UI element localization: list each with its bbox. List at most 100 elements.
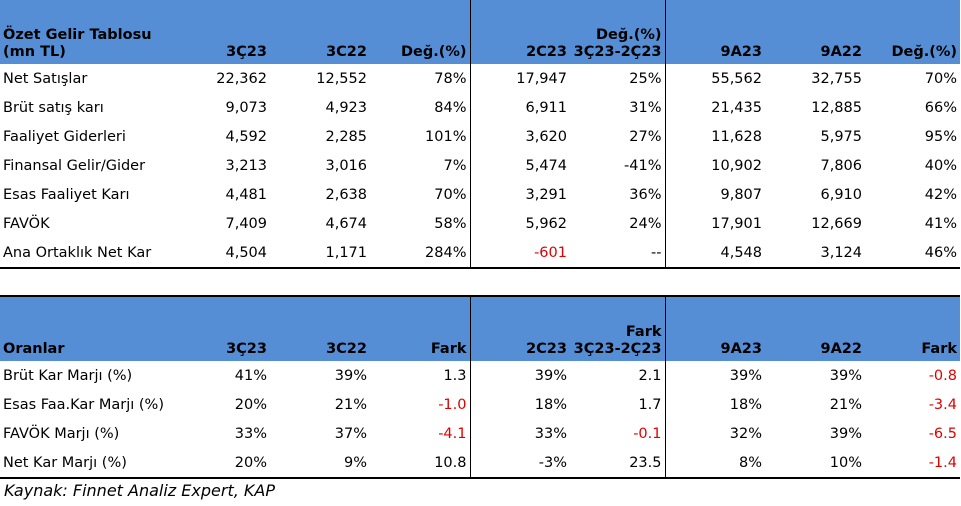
income-cell: 55,562	[664, 64, 765, 93]
ratio-cell: -3%	[469, 448, 570, 479]
ratio-cell: 10.8	[370, 448, 470, 479]
income-cell: 27%	[629, 128, 662, 145]
ratio-cell: 20%	[170, 448, 270, 479]
ratio-cell: 41%	[234, 367, 267, 384]
income-cell: 36%	[629, 186, 662, 203]
income-row-label: Brüt satış karı	[3, 99, 104, 116]
ratio-cell: 8%	[664, 448, 765, 479]
income-cell: --	[570, 238, 665, 269]
income-cell: 2,285	[325, 128, 367, 145]
income-cell: 42%	[924, 186, 957, 203]
income-cell: -601	[469, 238, 570, 269]
income-cell: 9,807	[664, 180, 765, 209]
income-cell: 4,504	[170, 238, 270, 269]
ratio-cell: 37%	[334, 425, 367, 442]
income-col-yoy: Değ.(%)	[400, 44, 467, 60]
income-cell: 3,620	[469, 122, 570, 151]
income-cell: 95%	[924, 128, 957, 145]
income-col-3q22: 3C22	[326, 44, 367, 60]
ratio-cell: 39%	[829, 367, 862, 384]
income-row: Net Satışlar 22,362 12,552 78% 17,947 25% 55,5…	[0, 64, 960, 93]
ratios-header-row: Oranlar 3Ç23 3C22 Fark 2C23 Fark 3Ç23-2Ç…	[0, 295, 960, 361]
ratio-cell: 10%	[765, 448, 865, 479]
income-body: Net Satışlar 22,362 12,552 78% 17,947 25% 55,5…	[0, 64, 960, 269]
ratios-body: Brüt Kar Marjı (%) 41% 39% 1.3 39% 2.1 39% 39% -…	[0, 361, 960, 479]
ratio-cell: 18%	[664, 390, 765, 419]
ratio-cell: 2.1	[638, 367, 662, 384]
income-cell: 70%	[434, 186, 467, 203]
income-cell: 58%	[434, 215, 467, 232]
income-cell: 78%	[434, 70, 467, 87]
ratios-col-qoq-line2: 3Ç23-2Ç23	[573, 341, 662, 357]
income-cell: 21,435	[664, 93, 765, 122]
ratios-col-3q23: 3Ç23	[170, 295, 270, 361]
ratios-title: Oranlar	[0, 295, 170, 361]
income-cell: 7%	[443, 157, 467, 174]
income-col-9m23: 9A23	[664, 0, 765, 64]
income-cell: 46%	[865, 238, 960, 269]
income-header-row: Özet Gelir Tablosu (mn TL) 3Ç23 3C22 Değ…	[0, 0, 960, 64]
income-cell: 84%	[434, 99, 467, 116]
ratio-cell: 1.3	[443, 367, 467, 384]
ratio-cell: 33%	[234, 425, 267, 442]
ratio-cell: -4.1	[438, 425, 467, 442]
income-cell: 32,755	[811, 70, 862, 87]
income-row-label: Ana Ortaklık Net Kar	[0, 238, 170, 269]
income-cell: 6,911	[469, 93, 570, 122]
ratio-cell: 20%	[234, 396, 267, 413]
income-title: Özet Gelir Tablosu (mn TL)	[0, 0, 170, 64]
income-cell: 40%	[924, 157, 957, 174]
ratio-cell: 1.7	[638, 396, 662, 413]
ratio-cell: -1.0	[438, 396, 467, 413]
income-col-9m-yoy: Değ.(%)	[891, 44, 957, 60]
ratio-cell: 21%	[829, 396, 862, 413]
income-cell: 5,975	[820, 128, 862, 145]
income-cell: 17,901	[664, 209, 765, 238]
ratio-cell: 18%	[469, 390, 570, 419]
income-col-2q23: 2C23	[469, 0, 570, 64]
ratio-row-label: Brüt Kar Marjı (%)	[3, 367, 133, 384]
income-row: FAVÖK 7,409 4,674 58% 5,962 24% 17,901 12,669 41…	[0, 209, 960, 238]
ratio-cell: -1.4	[865, 448, 960, 479]
income-title-line2: (mn TL)	[3, 44, 66, 60]
ratio-row: Esas Faa.Kar Marjı (%) 20% 21% -1.0 18% 1.7 18…	[0, 390, 960, 419]
ratio-cell: 33%	[469, 419, 570, 448]
income-cell: 12,669	[811, 215, 862, 232]
income-cell: 284%	[370, 238, 470, 269]
income-cell: 11,628	[664, 122, 765, 151]
income-row-label: Esas Faaliyet Karı	[3, 186, 130, 203]
income-cell: 70%	[924, 70, 957, 87]
ratios-col-2q23: 2C23	[469, 295, 570, 361]
income-cell: 12,885	[811, 99, 862, 116]
ratio-cell: -0.8	[928, 367, 957, 384]
income-cell: 3,291	[469, 180, 570, 209]
income-cell: 6,910	[820, 186, 862, 203]
ratio-cell: -6.5	[928, 425, 957, 442]
ratios-col-qoq-diff: Fark 3Ç23-2Ç23	[570, 295, 665, 361]
ratio-cell: -3.4	[928, 396, 957, 413]
income-cell: 7,806	[820, 157, 862, 174]
income-row-label: Faaliyet Giderleri	[3, 128, 126, 145]
ratio-cell: 39%	[664, 361, 765, 390]
income-cell: 24%	[629, 215, 662, 232]
ratio-row-label: Net Kar Marjı (%)	[0, 448, 170, 479]
income-cell: 3,016	[325, 157, 367, 174]
ratio-row-label: Esas Faa.Kar Marjı (%)	[3, 396, 164, 413]
ratio-cell: 39%	[334, 367, 367, 384]
income-row: Finansal Gelir/Gider 3,213 3,016 7% 5,474 -41…	[0, 151, 960, 180]
income-cell: 10,902	[664, 151, 765, 180]
ratio-cell: -0.1	[633, 425, 662, 442]
income-cell: 1,171	[270, 238, 370, 269]
ratio-cell: 39%	[829, 425, 862, 442]
ratios-table: Oranlar 3Ç23 3C22 Fark 2C23 Fark 3Ç23-2Ç…	[0, 295, 960, 479]
ratio-row: Net Kar Marjı (%) 20% 9% 10.8 -3% 23.5 8% 10% -1…	[0, 448, 960, 479]
ratio-cell: 39%	[469, 361, 570, 390]
income-cell: 7,409	[225, 215, 267, 232]
ratios-col-9m23: 9A23	[664, 295, 765, 361]
ratio-cell: 9%	[270, 448, 370, 479]
income-cell: 25%	[629, 70, 662, 87]
ratios-col-3q22: 3C22	[270, 295, 370, 361]
income-cell: 5,962	[469, 209, 570, 238]
income-row: Ana Ortaklık Net Kar 4,504 1,171 284% -601 --…	[0, 238, 960, 269]
